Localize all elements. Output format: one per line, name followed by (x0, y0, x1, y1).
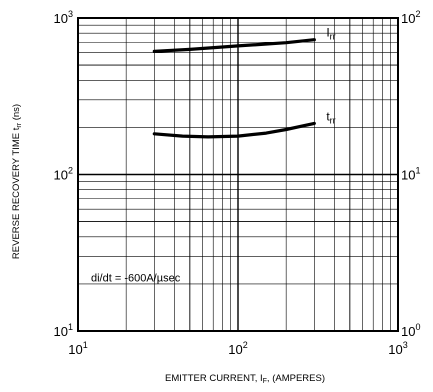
y-axis-title: REVERSE RECOVERY TIME trr (ns) (11, 104, 23, 259)
plot-frame (77, 17, 399, 332)
y2-tick-label: 101 (401, 166, 420, 183)
y-tick-label: 102 (54, 166, 73, 183)
y2-tick-label: 102 (401, 9, 420, 26)
x-axis-title: EMITTER CURRENT, IF, (AMPERES) (165, 373, 325, 385)
series-line-rr (152, 121, 316, 139)
didt-annotation: di/dt = -600A/µsec (91, 272, 181, 284)
y-tick-label: 101 (54, 322, 73, 339)
x-tick-label: 101 (68, 340, 87, 357)
y2-tick-label: 100 (401, 322, 420, 339)
series-label: Irr (326, 26, 335, 42)
series-layer: Irr trr (152, 26, 336, 139)
grid (78, 18, 398, 331)
series-line-rr (152, 38, 316, 53)
series-label: trr (326, 109, 335, 125)
x-tick-label: 103 (388, 340, 407, 357)
x-tick-label: 102 (228, 340, 247, 357)
y-tick-label: 103 (54, 9, 73, 26)
